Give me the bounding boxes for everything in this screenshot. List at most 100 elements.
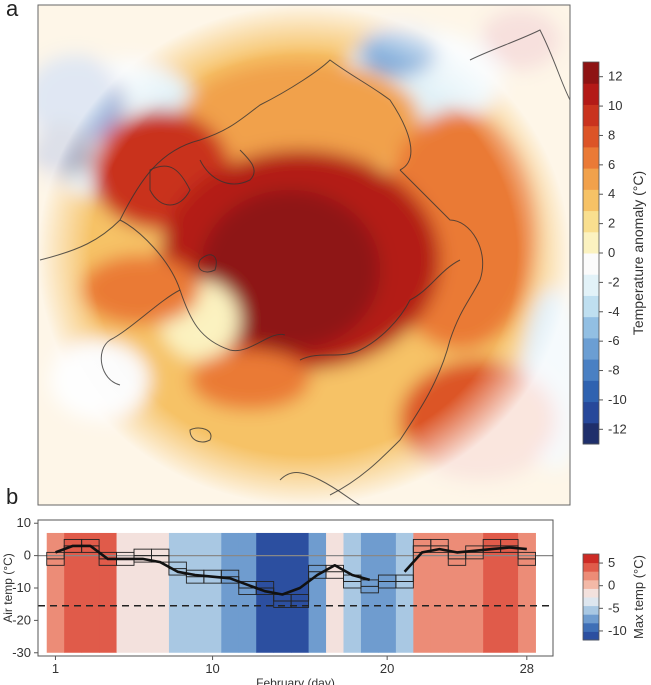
daily-range-box [395, 574, 414, 589]
colorbar-a-swatch [583, 253, 599, 275]
max-temp-bar [203, 532, 222, 653]
max-temp-bar [291, 532, 309, 653]
coastline [100, 289, 181, 386]
colorbar-b-swatch [583, 588, 599, 598]
max-temp-bar [134, 532, 152, 653]
colorbar-a-swatch [583, 422, 599, 445]
y-tick-label: -10 [12, 580, 31, 595]
x-tick-label: 10 [205, 661, 219, 676]
colorbar-a-swatch [583, 337, 599, 360]
colorbar-a-tick-label: -12 [608, 421, 627, 436]
daily-range-box [290, 594, 310, 608]
colorbar-b-swatch [583, 571, 599, 581]
colorbar-b-swatch [583, 614, 599, 624]
max-temp-bar [64, 532, 83, 653]
colorbar-b-swatch [583, 605, 599, 615]
map-field [38, 5, 570, 505]
max-temp-bars [46, 532, 536, 653]
max-temp-bar [378, 532, 397, 653]
colorbar-a-swatch [583, 316, 599, 339]
max-temp-bar [326, 532, 344, 653]
map-frame [37, 4, 571, 506]
colorbar-b-swatch [583, 554, 599, 564]
colorbar-a-swatch [583, 274, 599, 296]
colorbar-a-tick-label: 8 [608, 127, 615, 142]
colorbar-b: 5 0 -5 -10 Max temp (°C) [582, 553, 646, 641]
colorbar-a-swatch [583, 231, 599, 254]
y-tick-label: 10 [17, 515, 31, 530]
max-temp-bar [413, 532, 432, 653]
map-edge-fade [38, 5, 570, 505]
max-temp-bar [273, 532, 292, 653]
colorbar-b-tick-label: 5 [608, 555, 615, 570]
colorbar-a-swatch [583, 104, 599, 127]
coastline [149, 165, 191, 206]
colorbar-b-swatch [583, 562, 599, 572]
colorbar-b-tick-label: -10 [608, 623, 627, 638]
colorbar-a-tick-label: -2 [608, 274, 620, 289]
max-temp-bar [116, 532, 135, 653]
colorbar-a-swatch [583, 295, 599, 318]
daily-range-box [517, 551, 536, 566]
panel-a-map: 12 10 8 6 4 2 0 -2 -4 -6 -8 -10 -12 Temperature anoma… [37, 4, 646, 506]
y-tick-label: -20 [12, 612, 31, 627]
max-temp-bar [186, 532, 205, 653]
colorbar-a-label: Temperature anomaly (°C) [630, 171, 646, 335]
colorbar-b-swatch [583, 631, 599, 641]
coastline [199, 149, 255, 185]
daily-range-box [430, 538, 449, 553]
colorbar-b-tick-label: 0 [608, 578, 615, 593]
x-tick-label: 20 [380, 661, 394, 676]
coastline [329, 169, 484, 496]
mean-temp-line [403, 546, 527, 573]
x-axis-label: February (day) [256, 676, 335, 685]
y-axis-label: Air temp (°C) [1, 553, 15, 622]
colorbar-a-swatch [583, 62, 599, 84]
daily-range-box [168, 561, 187, 576]
colorbar-a-swatch [583, 83, 599, 105]
colorbar-a-tick-label: 10 [608, 98, 622, 113]
colorbar-a-tick-label: 0 [608, 245, 615, 260]
max-temp-bar [308, 532, 327, 653]
max-temp-bar [256, 532, 275, 653]
coastline [198, 254, 217, 273]
colorbar-b-swatch [583, 597, 599, 607]
colorbar-a-swatch [583, 401, 599, 424]
colorbar-a: 12 10 8 6 4 2 0 -2 -4 -6 -8 -10 -12 Temperature anoma… [582, 61, 646, 445]
panel-a-letter: a [6, 0, 19, 21]
coastline [299, 259, 461, 361]
daily-range-box [500, 538, 519, 553]
x-tick-label: 28 [520, 661, 534, 676]
coastline [119, 219, 286, 352]
max-temp-bar [46, 532, 65, 653]
max-temp-bar [465, 532, 484, 653]
colorbar-a-tick-label: 6 [608, 157, 615, 172]
panel-b-timeseries: 1 10 20 28 10 0 -10 -20 -30 February (day) Air tem… [1, 515, 646, 685]
colorbar-a-tick-label: -6 [608, 333, 620, 348]
colorbar-a-swatch [583, 210, 599, 233]
coastlines [39, 29, 570, 505]
colorbar-a-tick-label: -4 [608, 304, 620, 319]
max-temp-bar [430, 532, 449, 653]
colorbar-a-swatch [583, 359, 599, 381]
max-temp-bar [99, 532, 117, 653]
max-temp-bar [518, 532, 536, 653]
y-tick-label: 0 [24, 548, 31, 563]
colorbar-a-swatch [583, 168, 599, 190]
colorbar-a-swatch [583, 189, 599, 212]
colorbar-b-label: Max temp (°C) [631, 555, 646, 639]
colorbar-b-frame [582, 553, 600, 641]
mean-temp-line [55, 544, 371, 596]
colorbar-a-swatch [583, 125, 599, 148]
colorbar-a-tick-label: 12 [608, 69, 622, 84]
colorbar-a-swatch [583, 380, 599, 403]
max-temp-bar [500, 532, 519, 653]
colorbar-a-tick-label: -10 [608, 392, 627, 407]
max-temp-bar [221, 532, 240, 653]
max-temp-bar [343, 532, 362, 653]
colorbar-a-tick-label: 2 [608, 216, 615, 231]
x-tick-label: 1 [52, 661, 59, 676]
coastline [189, 427, 212, 443]
max-temp-bar [238, 532, 257, 653]
